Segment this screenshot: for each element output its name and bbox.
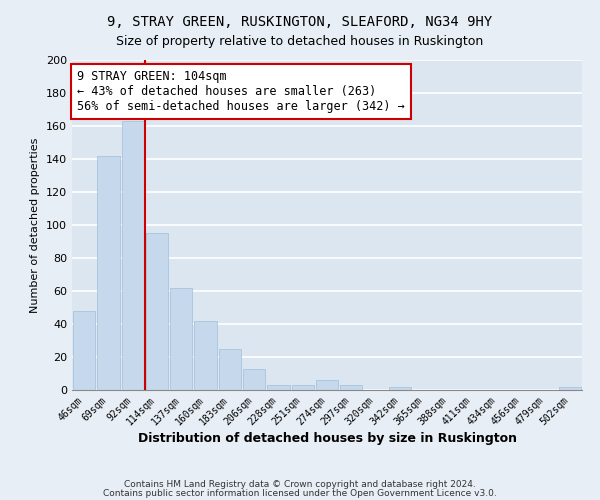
Text: Contains public sector information licensed under the Open Government Licence v3: Contains public sector information licen… [103, 489, 497, 498]
Text: Contains HM Land Registry data © Crown copyright and database right 2024.: Contains HM Land Registry data © Crown c… [124, 480, 476, 489]
Y-axis label: Number of detached properties: Number of detached properties [31, 138, 40, 312]
Bar [292, 385, 314, 390]
Text: 9, STRAY GREEN, RUSKINGTON, SLEAFORD, NG34 9HY: 9, STRAY GREEN, RUSKINGTON, SLEAFORD, NG… [107, 15, 493, 29]
Bar [243, 368, 265, 390]
Text: Size of property relative to detached houses in Ruskington: Size of property relative to detached ho… [116, 35, 484, 48]
Bar [559, 386, 581, 390]
Bar [146, 233, 168, 390]
Bar [316, 380, 338, 390]
X-axis label: Distribution of detached houses by size in Ruskington: Distribution of detached houses by size … [137, 432, 517, 446]
Text: 9 STRAY GREEN: 104sqm
← 43% of detached houses are smaller (263)
56% of semi-det: 9 STRAY GREEN: 104sqm ← 43% of detached … [77, 70, 405, 113]
Bar [267, 385, 290, 390]
Bar [389, 386, 411, 390]
Bar [97, 156, 119, 390]
Bar [340, 385, 362, 390]
Bar [194, 320, 217, 390]
Bar [218, 349, 241, 390]
Bar [73, 311, 95, 390]
Bar [170, 288, 193, 390]
Bar [122, 121, 144, 390]
